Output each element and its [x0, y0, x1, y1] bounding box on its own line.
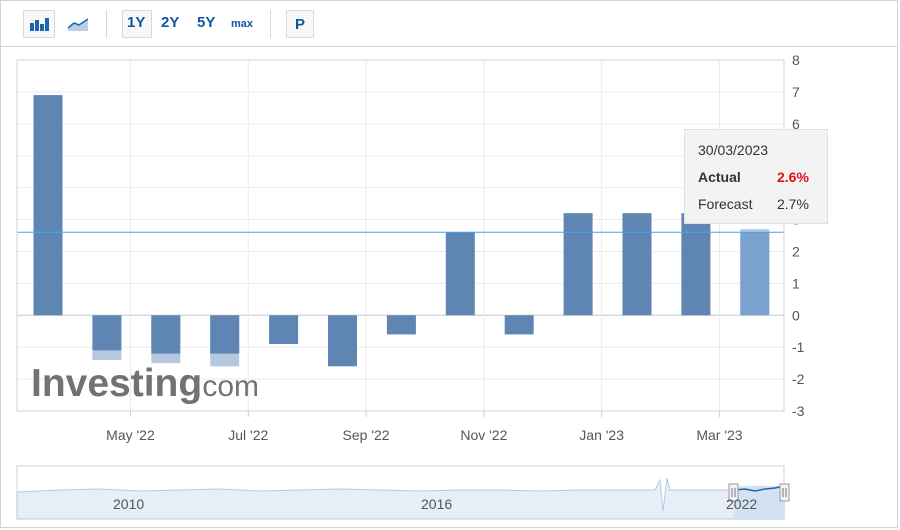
bar[interactable]	[740, 232, 770, 316]
period-max-button[interactable]: max	[231, 18, 254, 30]
navigator-label-2016: 2016	[421, 496, 452, 512]
bar[interactable]	[269, 315, 299, 344]
bar-chart-button[interactable]	[23, 10, 55, 38]
watermark-brand: Investing	[31, 362, 202, 405]
x-tick-label: May '22	[106, 427, 155, 443]
bar[interactable]	[681, 213, 711, 316]
y-tick-label: -2	[792, 371, 805, 387]
navigator-selected-series	[733, 485, 785, 492]
p-button[interactable]: P	[286, 10, 314, 38]
y-tick-label: 2	[792, 243, 800, 259]
x-tick-label: Mar '23	[696, 427, 742, 443]
watermark-suffix: .com	[194, 370, 259, 403]
bar[interactable]	[563, 213, 593, 316]
navigator-selection[interactable]	[734, 486, 784, 519]
x-tick-label: Nov '22	[460, 427, 507, 443]
toolbar-separator	[106, 10, 107, 38]
bar[interactable]	[622, 213, 652, 316]
bars	[33, 95, 770, 367]
toolbar-separator	[270, 10, 271, 38]
y-tick-label: 6	[792, 116, 800, 132]
bar[interactable]	[504, 315, 534, 335]
line-chart-button[interactable]	[62, 10, 94, 38]
bar[interactable]	[445, 232, 475, 316]
period-5y-button[interactable]: 5Y	[197, 14, 216, 31]
line-chart-icon	[67, 18, 89, 31]
grid	[17, 59, 784, 412]
investing-watermark: Investing .com	[31, 362, 259, 405]
y-tick-label: 1	[792, 275, 800, 291]
x-tick-label: Jan '23	[579, 427, 624, 443]
chart-toolbar: 1Y 2Y 5Y max P	[0, 0, 898, 47]
period-1y-button[interactable]	[122, 10, 152, 38]
tooltip-actual-label: Actual	[698, 169, 741, 185]
navigator-right-handle[interactable]	[779, 483, 790, 502]
x-axis: May '22 Jul '22 Sep '22 Nov '22 Jan '23 Mar '…	[106, 411, 743, 443]
navigator-label-2022: 2022	[726, 496, 757, 512]
bar[interactable]	[151, 315, 181, 354]
navigator-label-2010: 2010	[113, 496, 144, 512]
y-tick-label: -3	[792, 403, 805, 419]
x-tick-label: Jul '22	[228, 427, 268, 443]
tooltip: 30/03/2023 Actual 2.6% Forecast 2.7%	[684, 129, 828, 224]
x-tick-label: Sep '22	[343, 427, 390, 443]
y-tick-label: -1	[792, 339, 805, 355]
bar[interactable]	[92, 315, 122, 351]
bar[interactable]	[210, 315, 240, 354]
navigator[interactable]: 2010 2016 2022	[16, 465, 790, 520]
bar[interactable]	[33, 95, 63, 316]
tooltip-actual-value: 2.6%	[777, 169, 809, 185]
tooltip-date: 30/03/2023	[698, 142, 769, 158]
tooltip-forecast-label: Forecast	[698, 196, 753, 212]
bar-chart-icon	[30, 18, 49, 31]
navigator-left-handle[interactable]	[728, 483, 739, 502]
bar[interactable]	[386, 315, 416, 335]
y-tick-label: 0	[792, 307, 800, 323]
y-tick-label: 7	[792, 84, 800, 100]
bar[interactable]	[328, 315, 357, 367]
y-axis: -3-2-1012345678	[792, 52, 805, 419]
period-1y-label[interactable]: 1Y	[127, 14, 146, 31]
period-2y-button[interactable]: 2Y	[161, 14, 180, 31]
tooltip-forecast-value: 2.7%	[777, 196, 809, 212]
p-button-label: P	[294, 15, 305, 33]
y-tick-label: 8	[792, 52, 800, 68]
plot-border	[16, 59, 785, 412]
